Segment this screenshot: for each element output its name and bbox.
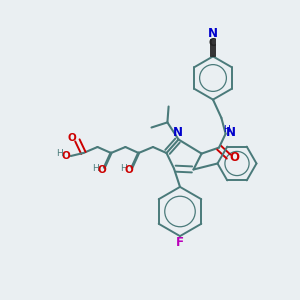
Text: H: H: [56, 148, 63, 158]
Text: H: H: [93, 164, 99, 173]
Text: N: N: [208, 27, 218, 40]
Text: O: O: [68, 133, 76, 143]
Text: H: H: [120, 164, 127, 173]
Text: O: O: [61, 151, 70, 161]
Text: H: H: [223, 125, 230, 134]
Text: N: N: [226, 126, 236, 139]
Text: F: F: [176, 236, 184, 249]
Text: O: O: [97, 165, 106, 176]
Text: C: C: [209, 38, 217, 48]
Text: O: O: [229, 151, 239, 164]
Text: N: N: [173, 126, 183, 140]
Text: O: O: [124, 165, 134, 176]
